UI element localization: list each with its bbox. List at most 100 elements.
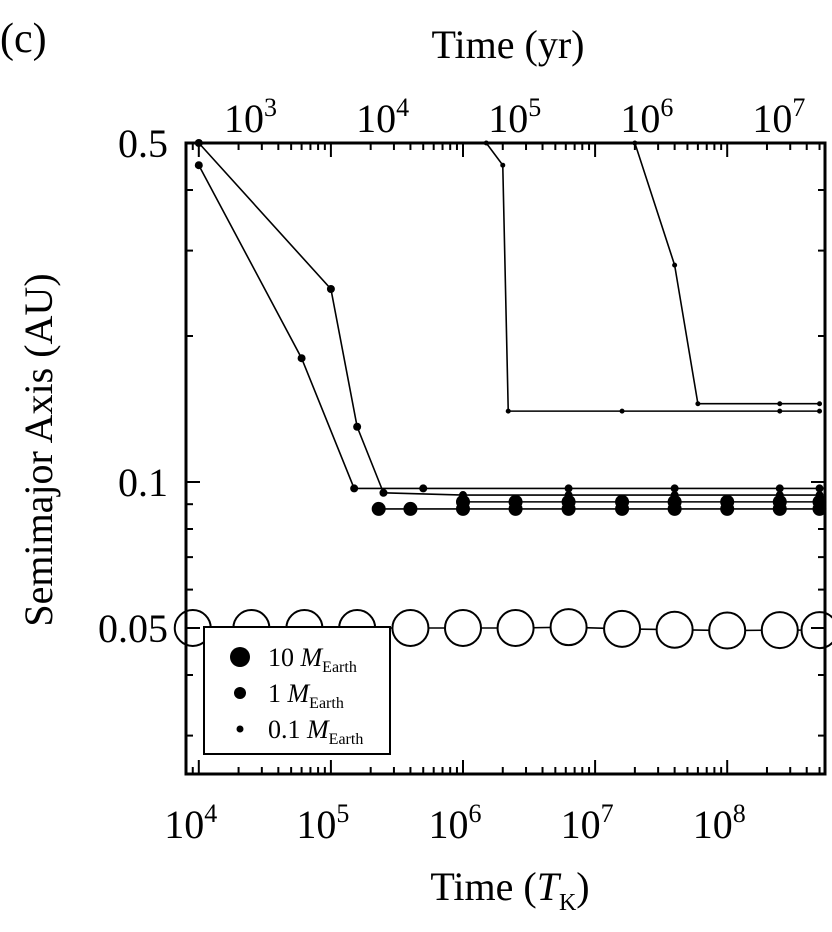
data-point: [297, 354, 306, 363]
legend-sub: Earth: [329, 731, 364, 748]
top-tick-exp: 6: [660, 93, 673, 122]
data-point: [817, 408, 823, 414]
data-point: [561, 494, 576, 509]
data-point: [508, 494, 523, 509]
y-tick-labels: 0.5 0.1 0.05: [98, 121, 168, 651]
top-tick-exp: 4: [396, 93, 409, 122]
x-tick-base: 10: [164, 802, 204, 847]
top-x-tick-labels: 103 104 105 106 107: [224, 93, 805, 141]
data-point: [459, 491, 468, 500]
y-tick-label-1: 0.1: [118, 460, 168, 505]
x-title-sub: K: [559, 890, 577, 916]
x-tick-exp: 8: [733, 799, 746, 828]
data-point: [194, 161, 203, 170]
data-point: [603, 609, 642, 648]
y-axis-label: Semimajor Axis (AU): [16, 273, 61, 626]
data-point: [777, 401, 783, 407]
data-point: [549, 608, 588, 647]
legend-label-1: 1 MEarth: [268, 679, 344, 712]
legend-sub: Earth: [322, 659, 357, 676]
top-tick-label-2: 105: [488, 93, 541, 141]
top-tick-base: 10: [752, 96, 792, 141]
top-tick-base: 10: [488, 96, 528, 141]
x-tick-label-3: 107: [561, 799, 614, 847]
x-tick-label-2: 106: [429, 799, 482, 847]
x-tick-exp: 6: [469, 799, 482, 828]
data-point: [619, 408, 625, 414]
legend-num: 1: [268, 679, 288, 708]
data-point: [379, 488, 388, 497]
legend-unit: M: [306, 715, 330, 744]
legend-unit: M: [287, 679, 311, 708]
plot-frame: [184, 141, 827, 776]
data-point: [391, 609, 430, 648]
data-point: [350, 484, 359, 493]
y-axis-title: Semimajor Axis (AU): [16, 273, 61, 626]
data-point: [812, 494, 827, 509]
legend-label-2: 0.1 MEarth: [268, 715, 363, 748]
legend-sub: Earth: [309, 695, 344, 712]
x-title-close: ): [576, 864, 589, 909]
data-point: [815, 484, 824, 493]
top-tick-base: 10: [620, 96, 660, 141]
legend-marker-0: [230, 647, 250, 667]
panel-label: (c): [0, 16, 47, 62]
top-tick-exp: 3: [264, 93, 277, 122]
x-tick-exp: 5: [336, 799, 349, 828]
x-tick-base: 10: [429, 802, 469, 847]
data-point: [326, 284, 335, 293]
data-point: [670, 491, 679, 500]
data-point: [403, 501, 418, 516]
top-tick-base: 10: [224, 96, 264, 141]
data-point: [720, 494, 735, 509]
legend-label-0: 10 MEarth: [268, 643, 357, 676]
top-x-axis-title: Time (yr): [432, 22, 585, 67]
x-tick-base: 10: [693, 802, 733, 847]
data-point: [564, 491, 573, 500]
x-tick-exp: 4: [204, 799, 217, 828]
legend-num: 10: [268, 643, 301, 672]
series-line-4: [198, 164, 820, 490]
data-point: [672, 262, 678, 268]
legend-num: 0.1: [268, 715, 307, 744]
series-line-3: [198, 142, 820, 496]
top-tick-label-3: 106: [620, 93, 673, 141]
x-title-var: T: [537, 864, 562, 909]
data-point: [777, 408, 783, 414]
data-point: [772, 494, 787, 509]
x-title-main: Time (: [430, 864, 536, 909]
x-tick-base: 10: [296, 802, 336, 847]
y-tick-label-0: 0.5: [118, 121, 168, 166]
data-point: [371, 501, 386, 516]
data-point: [615, 494, 630, 509]
data-point: [353, 422, 362, 431]
x-tick-label-0: 104: [164, 799, 217, 847]
legend-marker-1: [234, 687, 246, 699]
data-point: [775, 484, 784, 493]
data-point: [667, 494, 682, 509]
top-tick-label-0: 103: [224, 93, 277, 141]
top-tick-exp: 7: [792, 93, 805, 122]
data-point: [500, 162, 506, 168]
x-tick-exp: 7: [601, 799, 614, 828]
x-tick-label-1: 105: [296, 799, 349, 847]
data-point: [456, 494, 471, 509]
data-point: [444, 609, 483, 648]
legend-unit: M: [300, 643, 324, 672]
data-point: [655, 610, 694, 649]
plot-area: [173, 139, 832, 650]
legend-marker-2: [236, 725, 244, 733]
axis-ticks: [185, 142, 825, 774]
data-point: [419, 484, 428, 493]
data-point: [564, 484, 573, 493]
series-line-5: [485, 142, 820, 412]
data-point: [760, 611, 799, 650]
bottom-x-tick-labels: 104 105 106 107 108: [164, 799, 745, 847]
data-point: [670, 484, 679, 493]
data-point: [496, 609, 535, 648]
y-tick-label-2: 0.05: [98, 606, 168, 651]
data-point: [817, 401, 823, 407]
bottom-x-axis-title: Time (TK): [430, 864, 589, 916]
